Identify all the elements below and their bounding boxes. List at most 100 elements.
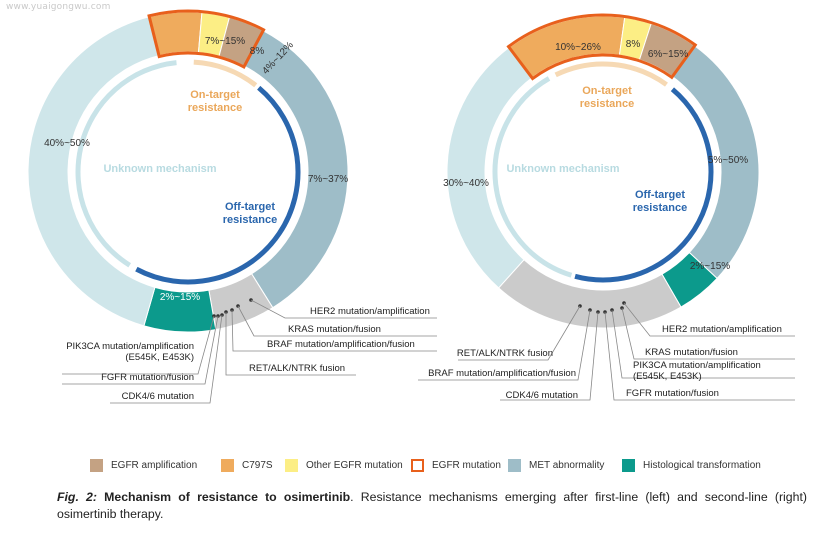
on-target-label: On-target xyxy=(582,85,632,97)
callout-label: CDK4/6 mutation xyxy=(506,390,578,401)
legend-item-other-egfr: Other EGFR mutation xyxy=(285,459,403,472)
segment-value-label: 2%~15% xyxy=(160,292,200,303)
callout-label: (E545K, E453K) xyxy=(125,352,194,363)
callout-line xyxy=(225,312,356,376)
callout-label: KRAS mutation/fusion xyxy=(645,347,738,358)
callout: CDK4/6 mutation xyxy=(110,313,224,404)
callout: BRAF mutation/amplification/fusion xyxy=(418,308,592,381)
callout-label: FGFR mutation/fusion xyxy=(626,388,719,399)
on-target-label: On-target xyxy=(190,89,240,101)
segment-value-label: 40%~50% xyxy=(44,138,90,149)
callout-label: CDK4/6 mutation xyxy=(122,391,194,402)
legend-item-c797s: C797S xyxy=(221,459,273,472)
segment-value-label: 5%~50% xyxy=(708,155,748,166)
callout-label: BRAF mutation/amplification/fusion xyxy=(267,339,415,350)
segment-value-label: 8% xyxy=(626,39,641,50)
segment-value-label: 7%~37% xyxy=(308,174,348,185)
segment-value-label: 30%~40% xyxy=(443,178,489,189)
segment-value-label: 2%~15% xyxy=(690,261,730,272)
callout: FGFR mutation/fusion xyxy=(62,314,220,385)
callout-line xyxy=(237,305,437,337)
segment-unknown xyxy=(27,16,160,327)
callout-line xyxy=(231,309,437,352)
legend-swatch-histological xyxy=(622,459,635,472)
callout: FGFR mutation/fusion xyxy=(603,310,795,401)
callout: RET/ALK/NTRK fusion xyxy=(457,304,582,361)
off-target-label: resistance xyxy=(633,202,687,214)
inner-arc-on xyxy=(554,61,668,87)
callout-line xyxy=(62,315,219,385)
legend-swatch-other-egfr xyxy=(285,459,298,472)
callout-line xyxy=(418,309,591,381)
inner-arc-on xyxy=(193,59,258,88)
legend-swatch-c797s xyxy=(221,459,234,472)
figure-caption: Fig. 2: Mechanism of resistance to osime… xyxy=(57,489,807,523)
callout-label: PIK3CA mutation/amplification xyxy=(66,341,194,352)
callout-label: RET/ALK/NTRK fusion xyxy=(249,363,345,374)
legend-label: Histological transformation xyxy=(643,460,761,471)
off-target-label: resistance xyxy=(223,214,277,226)
egfr-mutation-border xyxy=(506,13,698,81)
callout-line xyxy=(623,302,795,337)
callout: HER2 mutation/amplification xyxy=(249,298,437,319)
segment-value-label: 7%~15% xyxy=(205,36,245,47)
callout: RET/ALK/NTRK fusion xyxy=(224,310,356,376)
callout: PIK3CA mutation/amplification(E545K, E45… xyxy=(610,308,795,382)
legend-swatch-met xyxy=(508,459,521,472)
callout-label: KRAS mutation/fusion xyxy=(288,324,381,335)
callout-label: HER2 mutation/amplification xyxy=(310,306,430,317)
callout-line xyxy=(500,311,599,401)
off-target-label: Off-target xyxy=(225,201,275,213)
donut-chart-second-line: 10%~26% 8% 6%~15% 5%~50% 2%~15% 30%~40% On-tar… xyxy=(418,13,795,401)
on-target-label: resistance xyxy=(580,98,634,110)
callout-label: BRAF mutation/amplification/fusion xyxy=(428,368,576,379)
inner-arc-unk xyxy=(492,76,573,278)
legend-item-histological: Histological transformation xyxy=(622,459,761,472)
legend-label: MET abnormality xyxy=(529,460,605,471)
donut-chart-first-line: 7%~15%8%4%~12%7%~37%2%~15%40%~50%On-targ… xyxy=(27,9,437,404)
unknown-mechanism-label: Unknown mechanism xyxy=(506,163,619,175)
legend-item-met: MET abnormality xyxy=(508,459,604,472)
caption-fig-number: Fig. 2: xyxy=(57,490,97,504)
legend-label: EGFR mutation xyxy=(432,460,501,471)
callout-line xyxy=(611,309,795,379)
legend-swatch-egfr-mutation xyxy=(411,459,424,472)
inner-arc-off xyxy=(135,85,301,285)
unknown-mechanism-label: Unknown mechanism xyxy=(103,163,216,175)
legend-label: Other EGFR mutation xyxy=(306,460,403,471)
legend: EGFR amplification C797S Other EGFR muta… xyxy=(0,457,831,475)
caption-text: . Resistance mechanisms emerging after f… xyxy=(57,490,807,521)
callout-label: RET/ALK/NTRK fusion xyxy=(457,348,553,359)
segment-value-label: 10%~26% xyxy=(555,42,601,53)
callout-label: (E545K, E453K) xyxy=(633,371,702,382)
donut-charts: 7%~15%8%4%~12%7%~37%2%~15%40%~50%On-targ… xyxy=(27,9,795,404)
inner-arc-unk xyxy=(75,60,177,268)
callout-label: PIK3CA mutation/amplification xyxy=(633,360,761,371)
callout: HER2 mutation/amplification xyxy=(622,301,795,337)
segment-value-label: 6%~15% xyxy=(648,49,688,60)
legend-item-egfr-amplification: EGFR amplification xyxy=(90,459,197,472)
legend-label: EGFR amplification xyxy=(111,460,198,471)
watermark: www.yuaigongwu.com xyxy=(6,2,111,12)
legend-item-egfr-mutation: EGFR mutation xyxy=(411,459,501,472)
callout-line xyxy=(458,305,581,361)
legend-swatch-egfr-amplification xyxy=(90,459,103,472)
callout-line xyxy=(250,299,437,319)
egfr-mutation-border xyxy=(147,9,266,69)
inner-arc-off xyxy=(574,87,714,283)
callout-label: FGFR mutation/fusion xyxy=(101,372,194,383)
legend-label: C797S xyxy=(242,460,273,471)
callout: BRAF mutation/amplification/fusion xyxy=(230,308,437,352)
callout: PIK3CA mutation/amplification(E545K, E45… xyxy=(62,314,216,375)
callout-line xyxy=(604,311,795,401)
callout: CDK4/6 mutation xyxy=(500,310,600,401)
callout-line xyxy=(110,314,223,404)
caption-title: Mechanism of resistance to osimertinib xyxy=(104,490,351,504)
on-target-label: resistance xyxy=(188,102,242,114)
callout-line xyxy=(62,315,215,375)
callout-label: HER2 mutation/amplification xyxy=(662,324,782,335)
callout: KRAS mutation/fusion xyxy=(236,304,437,337)
callout: KRAS mutation/fusion xyxy=(620,306,795,360)
off-target-label: Off-target xyxy=(635,189,685,201)
